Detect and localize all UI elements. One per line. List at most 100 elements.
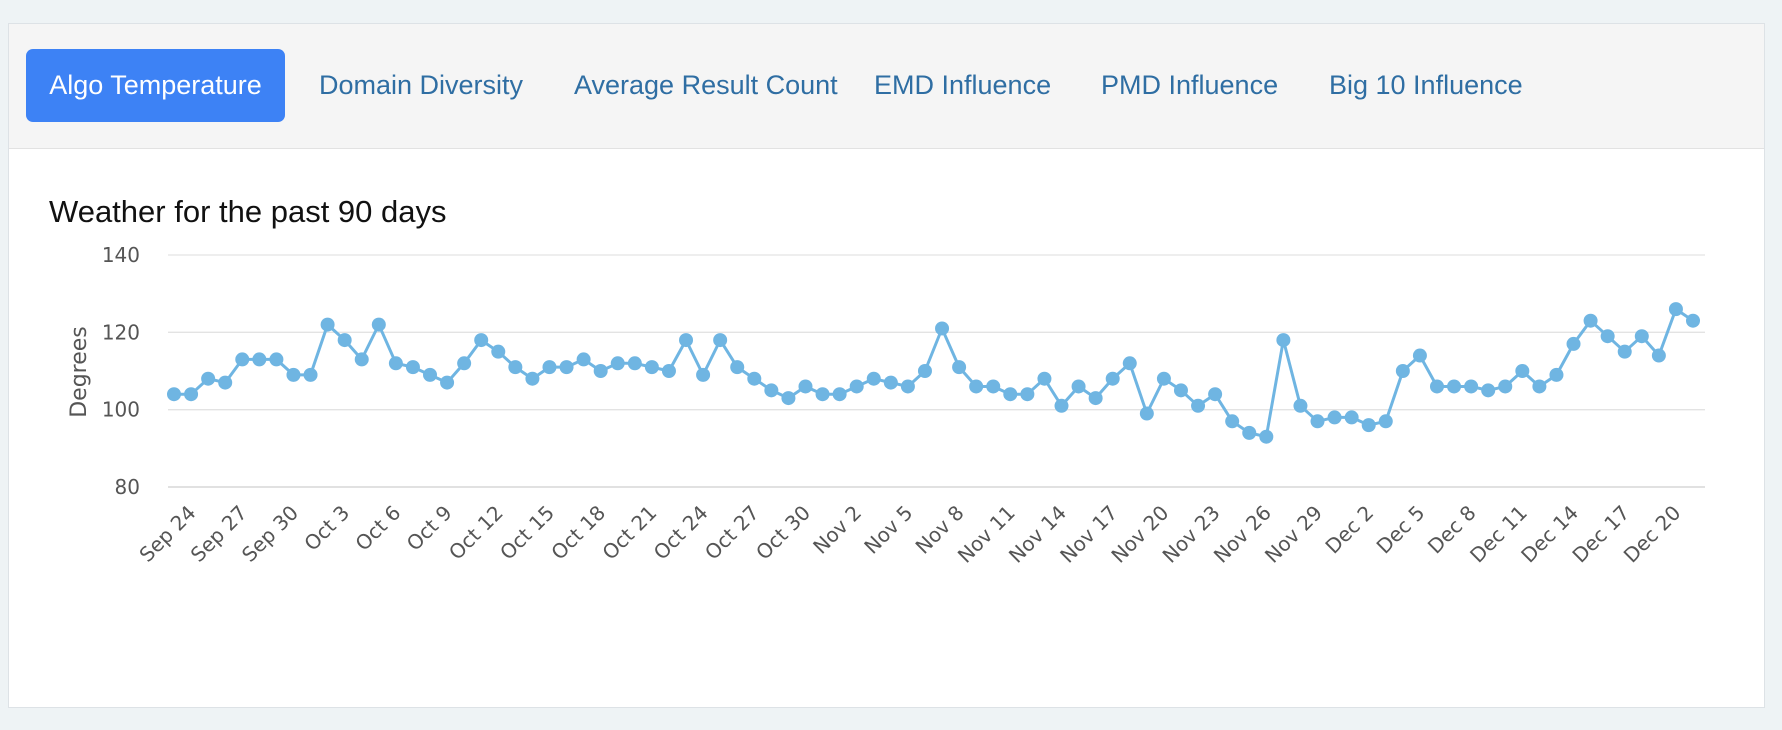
data-point[interactable] [1020,387,1035,402]
data-point[interactable] [440,375,455,390]
x-tick-label: Dec 20 [1619,501,1686,568]
data-point[interactable] [1566,336,1581,351]
data-point[interactable] [1191,398,1206,413]
data-point[interactable] [849,379,864,394]
chart-title: Weather for the past 90 days [49,194,447,229]
data-point[interactable] [405,360,420,375]
data-point[interactable] [1156,371,1171,386]
data-point[interactable] [1105,371,1120,386]
data-point[interactable] [1498,379,1513,394]
data-point[interactable] [388,356,403,371]
data-point[interactable] [900,379,915,394]
data-point[interactable] [610,356,625,371]
data-point[interactable] [1344,410,1359,425]
data-point[interactable] [235,352,250,367]
data-point[interactable] [627,356,642,371]
data-point[interactable] [1464,379,1479,394]
data-point[interactable] [1532,379,1547,394]
data-point[interactable] [371,317,386,332]
data-point[interactable] [1395,364,1410,378]
data-point[interactable] [303,367,318,382]
data-point[interactable] [661,364,676,378]
data-point[interactable] [1327,410,1342,425]
data-point[interactable] [1668,302,1683,317]
data-point[interactable] [815,387,830,402]
data-point[interactable] [1173,383,1188,398]
data-point[interactable] [525,371,540,386]
data-point[interactable] [1378,414,1393,429]
data-point[interactable] [1225,414,1240,429]
data-point[interactable] [218,375,233,390]
data-point[interactable] [1361,418,1376,433]
y-tick-label: 140 [102,243,140,267]
data-point[interactable] [969,379,984,394]
data-point[interactable] [1429,379,1444,394]
data-point[interactable] [1600,329,1615,344]
x-tick-label: Sep 24 [134,501,200,567]
data-point[interactable] [1054,398,1069,413]
data-point[interactable] [1549,367,1564,382]
tab-emd-influence[interactable]: EMD Influence [874,70,1052,100]
data-point[interactable] [423,367,438,382]
data-point[interactable] [337,333,352,348]
data-point[interactable] [832,387,847,402]
data-point[interactable] [1088,391,1103,406]
data-point[interactable] [986,379,1001,394]
data-point[interactable] [679,333,694,348]
data-point[interactable] [1617,344,1632,359]
data-point[interactable] [474,333,489,348]
data-point[interactable] [798,379,813,394]
data-point[interactable] [559,360,574,375]
data-point[interactable] [1071,379,1086,394]
data-point[interactable] [1037,371,1052,386]
data-point[interactable] [917,364,932,378]
tab-algo-temperature[interactable]: Algo Temperature [26,49,285,122]
data-point[interactable] [184,387,199,402]
data-point[interactable] [1122,356,1137,371]
data-point[interactable] [1139,406,1154,421]
data-point[interactable] [354,352,369,367]
data-point[interactable] [730,360,745,375]
data-point[interactable] [1583,313,1598,328]
data-point[interactable] [713,333,728,348]
data-point[interactable] [1242,425,1257,440]
data-point[interactable] [1310,414,1325,429]
data-point[interactable] [1412,348,1427,363]
data-point[interactable] [866,371,881,386]
data-point[interactable] [1651,348,1666,363]
tab-big-10-influence[interactable]: Big 10 Influence [1329,70,1523,100]
data-point[interactable] [1208,387,1223,402]
data-point[interactable] [1447,379,1462,394]
data-point[interactable] [1634,329,1649,344]
data-point[interactable] [576,352,591,367]
data-point[interactable] [508,360,523,375]
data-point[interactable] [201,371,216,386]
data-point[interactable] [1515,364,1530,378]
data-point[interactable] [593,364,608,378]
data-point[interactable] [747,371,762,386]
data-point[interactable] [883,375,898,390]
data-point[interactable] [1003,387,1018,402]
data-point[interactable] [781,391,796,406]
data-point[interactable] [1481,383,1496,398]
data-point[interactable] [764,383,779,398]
data-point[interactable] [1686,313,1700,328]
data-point[interactable] [542,360,557,375]
data-point[interactable] [457,356,472,371]
data-point[interactable] [1259,429,1274,444]
data-point[interactable] [696,367,711,382]
data-point[interactable] [269,352,284,367]
data-point[interactable] [167,387,181,402]
data-point[interactable] [286,367,301,382]
tab-average-result-count[interactable]: Average Result Count [574,70,838,100]
data-point[interactable] [320,317,335,332]
data-point[interactable] [952,360,967,375]
data-point[interactable] [491,344,506,359]
tab-pmd-influence[interactable]: PMD Influence [1101,70,1279,100]
data-point[interactable] [644,360,659,375]
data-point[interactable] [1276,333,1291,348]
data-point[interactable] [1293,398,1308,413]
tab-domain-diversity[interactable]: Domain Diversity [319,70,524,100]
data-point[interactable] [252,352,267,367]
data-point[interactable] [935,321,950,336]
